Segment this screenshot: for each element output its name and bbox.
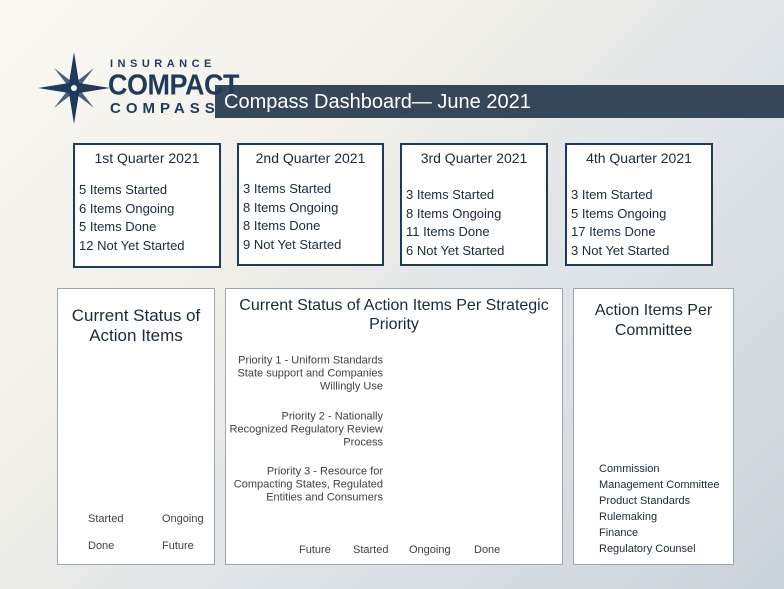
logo-line: INSURANCE — [110, 58, 216, 70]
quarter-title: 3rd Quarter 2021 — [420, 150, 528, 166]
legend-label: Future — [299, 544, 331, 556]
quarter-box — [400, 143, 548, 266]
quarter-box — [73, 143, 221, 268]
logo-line: COMPACT — [108, 69, 240, 101]
legend-label: Rulemaking — [599, 511, 658, 523]
quarter-title: 4th Quarter 2021 — [586, 150, 692, 166]
quarter-item: 9 Not Yet Started — [243, 236, 342, 252]
category-label: Priority 2 - Nationally Recognized Regul… — [229, 410, 383, 449]
chart-title: Action Items Per Committee — [594, 302, 713, 339]
header-bar — [215, 85, 784, 118]
legend-label: Future — [162, 540, 194, 552]
legend-label: Started — [88, 513, 124, 525]
chart-panel — [57, 288, 215, 565]
legend-label: Finance — [599, 527, 639, 539]
legend-label: Started — [353, 544, 389, 556]
quarter-box — [565, 143, 713, 266]
quarter-item: 3 Items Started — [243, 181, 332, 196]
quarter-item: 8 Items Done — [243, 218, 321, 233]
chart-panel — [573, 288, 734, 565]
legend-label: Commission — [599, 463, 660, 475]
quarter-title: 2nd Quarter 2021 — [255, 150, 366, 166]
legend-label: Ongoing — [409, 544, 451, 556]
quarter-item: 11 Items Done — [406, 224, 490, 239]
legend-label: Done — [474, 544, 501, 556]
quarter-item: 17 Items Done — [571, 224, 656, 239]
quarter-item: 3 Not Yet Started — [571, 242, 670, 258]
category-label: Priority 1 - Uniform Standards State sup… — [237, 354, 383, 393]
legend-label: Regulatory Counsel — [599, 543, 696, 555]
legend-label: Management Committee — [599, 479, 720, 491]
quarter-item: 5 Items Done — [79, 219, 157, 234]
quarter-item: 5 Items Started — [79, 182, 168, 197]
quarter-title: 1st Quarter 2021 — [94, 150, 200, 166]
quarter-item: 8 Items Ongoing — [243, 199, 339, 215]
logo-line: COMPASS — [110, 100, 220, 117]
quarter-item: 3 Item Started — [571, 187, 653, 202]
chart-panel — [225, 288, 563, 565]
legend-label: Done — [88, 540, 115, 552]
quarter-item: 5 Items Ongoing — [571, 205, 667, 221]
quarter-item: 6 Items Ongoing — [79, 200, 175, 216]
chart-title: Current Status of Action Items Per Strat… — [239, 297, 549, 333]
header-title: Compass Dashboard— June 2021 — [224, 91, 531, 113]
quarter-item: 12 Not Yet Started — [79, 237, 185, 253]
category-label: Priority 3 - Resource for Compacting Sta… — [233, 465, 383, 504]
quarter-box — [237, 143, 384, 266]
quarter-item: 3 Items Started — [406, 187, 495, 202]
quarter-item: 8 Items Ongoing — [406, 205, 502, 221]
legend-label: Product Standards — [599, 495, 691, 507]
chart-title: Current Status of Action Items — [71, 306, 201, 345]
logo-star — [38, 52, 110, 124]
legend-label: Ongoing — [162, 513, 204, 525]
quarter-item: 6 Not Yet Started — [406, 242, 505, 258]
